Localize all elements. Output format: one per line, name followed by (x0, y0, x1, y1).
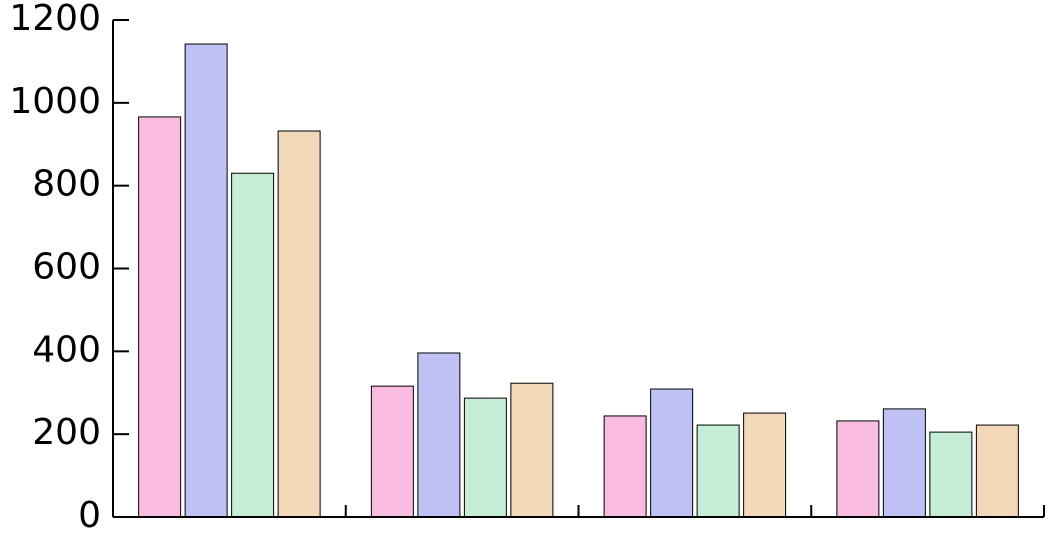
bar (650, 388, 694, 518)
y-tick-label: 600 (32, 247, 101, 288)
bar (138, 116, 182, 518)
bar (743, 412, 787, 518)
bar (463, 397, 507, 518)
y-tick-label: 400 (32, 329, 101, 370)
bar (882, 408, 926, 518)
bar (370, 385, 414, 518)
bar (510, 382, 554, 518)
y-tick-label: 200 (32, 412, 101, 453)
bar (417, 352, 461, 518)
bar (231, 172, 275, 518)
y-tick-label: 800 (32, 164, 101, 205)
y-tick-label: 1000 (9, 81, 101, 122)
bar (184, 43, 228, 518)
bar (696, 424, 740, 518)
bar (277, 130, 321, 518)
y-tick-label: 0 (78, 495, 101, 536)
bar (603, 415, 647, 518)
y-tick-label: 1200 (9, 0, 101, 39)
bar (836, 420, 880, 518)
bar (929, 431, 973, 518)
bar (975, 424, 1019, 518)
